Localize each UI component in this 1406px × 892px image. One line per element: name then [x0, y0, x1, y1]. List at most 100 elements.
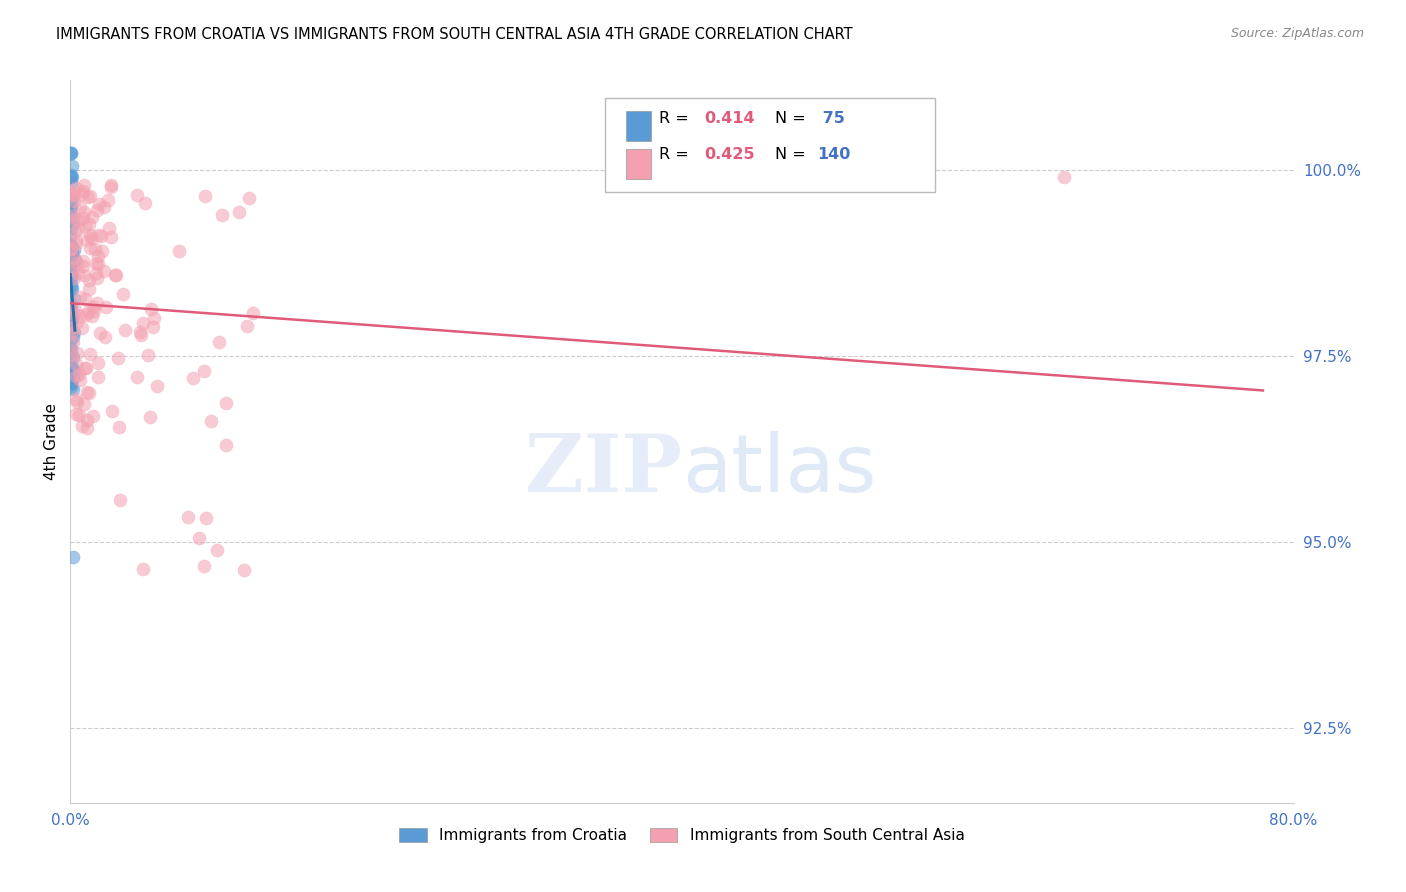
Point [238, 191, 260, 205]
Point [69, 309, 91, 323]
Point [77, 189, 100, 203]
Point [142, 320, 165, 334]
Point [59, 374, 82, 388]
Point [59, 312, 82, 326]
Point [67, 367, 90, 381]
Point [129, 326, 152, 340]
Point [60, 359, 83, 374]
Point [86, 203, 108, 218]
Point [60, 321, 83, 335]
Point [75, 293, 97, 307]
Point [59, 194, 82, 208]
Point [72, 184, 94, 198]
Point [65, 236, 87, 251]
Point [97, 193, 120, 207]
Point [193, 364, 215, 378]
Point [112, 287, 135, 301]
Point [89, 326, 111, 341]
Point [69, 290, 91, 304]
Point [60, 209, 83, 223]
Point [59, 198, 82, 212]
Point [79, 347, 101, 361]
Point [86, 369, 108, 384]
Point [59, 170, 82, 185]
Point [60, 248, 83, 262]
Point [83, 304, 105, 318]
Point [87, 355, 110, 369]
Point [72, 320, 94, 334]
Point [73, 397, 96, 411]
Point [60, 145, 83, 160]
Point [59, 312, 82, 326]
Point [169, 244, 191, 258]
Point [62, 334, 84, 349]
Point [208, 334, 231, 349]
Point [59, 242, 82, 256]
Point [76, 421, 98, 435]
Point [59, 314, 82, 328]
Point [84, 256, 107, 270]
Point [60, 170, 83, 185]
Point [59, 258, 82, 272]
Point [70, 419, 93, 434]
Point [72, 260, 94, 274]
Point [83, 243, 105, 257]
Point [60, 192, 83, 206]
Point [59, 227, 82, 242]
Point [66, 394, 89, 409]
Point [108, 493, 131, 508]
Point [59, 269, 82, 284]
Point [236, 318, 259, 333]
Point [60, 311, 83, 326]
Point [59, 243, 82, 257]
Point [59, 332, 82, 346]
Point [62, 212, 84, 227]
Point [129, 328, 152, 343]
Legend: Immigrants from Croatia, Immigrants from South Central Asia: Immigrants from Croatia, Immigrants from… [394, 822, 970, 849]
Point [62, 549, 84, 564]
Point [59, 376, 82, 390]
Point [75, 360, 97, 375]
Point [139, 409, 162, 424]
Point [59, 176, 82, 190]
Point [142, 310, 165, 325]
Point [86, 296, 108, 310]
Point [63, 364, 86, 378]
Point [91, 244, 114, 258]
Point [72, 178, 94, 192]
Point [93, 200, 115, 214]
Point [60, 360, 83, 375]
Point [82, 300, 104, 314]
Point [73, 204, 96, 219]
Point [72, 268, 94, 283]
Point [108, 419, 131, 434]
Point [59, 239, 82, 253]
Point [79, 218, 101, 232]
Point [65, 369, 87, 384]
Point [107, 351, 129, 365]
Point [60, 220, 83, 235]
Point [59, 326, 82, 340]
Point [65, 302, 87, 317]
Point [62, 371, 84, 385]
Text: 140: 140 [817, 146, 851, 161]
Point [66, 314, 89, 328]
Point [59, 260, 82, 275]
Point [181, 371, 204, 385]
Point [60, 359, 83, 374]
Text: 0.425: 0.425 [704, 146, 755, 161]
Point [62, 383, 84, 397]
Point [90, 229, 112, 244]
Point [59, 347, 82, 361]
Point [59, 342, 82, 356]
Point [72, 253, 94, 268]
Point [59, 272, 82, 286]
Point [59, 374, 82, 388]
Point [70, 187, 93, 202]
Point [62, 185, 84, 199]
Point [94, 300, 117, 314]
Point [77, 272, 100, 286]
Point [138, 348, 160, 362]
Point [59, 326, 82, 341]
Point [87, 196, 110, 211]
